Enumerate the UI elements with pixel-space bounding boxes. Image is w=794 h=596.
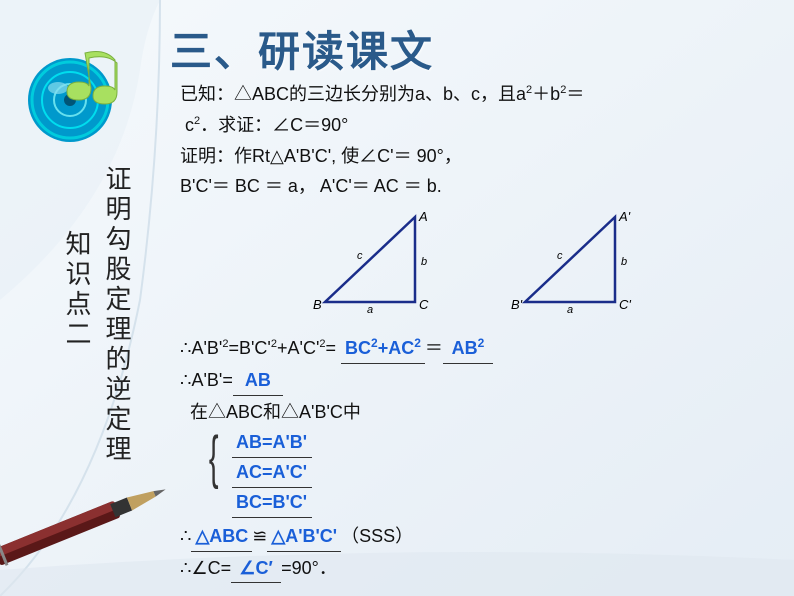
svg-text:A: A [418, 209, 428, 224]
svg-text:a: a [367, 304, 373, 316]
given-text-5: ．求证：∠C＝90° [200, 115, 348, 135]
brace-conditions: { AB=A'B' AC=A'C' BC=B'C' [210, 428, 770, 517]
in-triangles-text: 在△ABC和△A'B'C中 [190, 398, 770, 427]
section-title: 三、研读课文 [170, 18, 434, 79]
given-text-3: ＝ [566, 84, 584, 104]
sss-text: （SSS） [341, 526, 413, 546]
svg-text:C': C' [619, 297, 631, 312]
step1-mid1: =B'C' [228, 338, 270, 358]
final-end: =90°． [281, 558, 337, 578]
sidebar-label-2: 证明勾股定理的逆定理 [98, 165, 135, 465]
blank-1: BC2+AC2 [341, 334, 425, 364]
given-text-1: 已知：△ABC的三边长分别为a、b、c，且a [180, 84, 526, 104]
step2-prefix: ∴A'B'= [180, 370, 233, 390]
svg-text:a: a [567, 304, 573, 316]
blank-3: AB [233, 366, 283, 396]
svg-text:B': B' [511, 297, 523, 312]
svg-text:c: c [557, 250, 563, 262]
pen-decoration-icon [0, 461, 190, 586]
svg-text:b: b [621, 256, 627, 268]
proof-line-1: 证明：作Rt△A'B'C', 使∠C'＝ 90°， [180, 142, 770, 171]
brace-item-3: BC=B'C' [232, 488, 312, 518]
given-text-4: c [185, 115, 194, 135]
blank-4b: △A'B'C' [267, 522, 341, 552]
brace-item-2: AC=A'C' [232, 458, 312, 488]
svg-text:c: c [357, 250, 363, 262]
given-text-2: ＋b [532, 84, 560, 104]
brace-item-1: AB=A'B' [232, 428, 312, 458]
svg-text:C: C [419, 297, 429, 312]
sidebar-label-1: 知识点二 [58, 230, 95, 350]
svg-text:B: B [313, 297, 322, 312]
congruent-symbol: ≌ [252, 526, 267, 546]
blank-5: ∠C′ [231, 554, 281, 584]
blank-4a: △ABC [191, 522, 252, 552]
main-content: 已知：△ABC的三边长分别为a、b、c，且a2＋b2＝ c2．求证：∠C＝90°… [180, 80, 770, 585]
svg-text:b: b [421, 256, 427, 268]
step1-prefix: ∴A'B' [180, 338, 222, 358]
music-disc-icon [20, 40, 130, 155]
triangle-diagrams: A B C a b c A' B' C' a b c [200, 207, 770, 326]
proof-line-2: B'C'＝ BC ＝ a， A'C'＝ AC ＝ b. [180, 172, 770, 201]
step1-mid2: +A'C' [277, 338, 319, 358]
step1-eq: = [326, 338, 337, 358]
blank-2: AB2 [443, 334, 493, 364]
svg-text:A': A' [618, 209, 631, 224]
